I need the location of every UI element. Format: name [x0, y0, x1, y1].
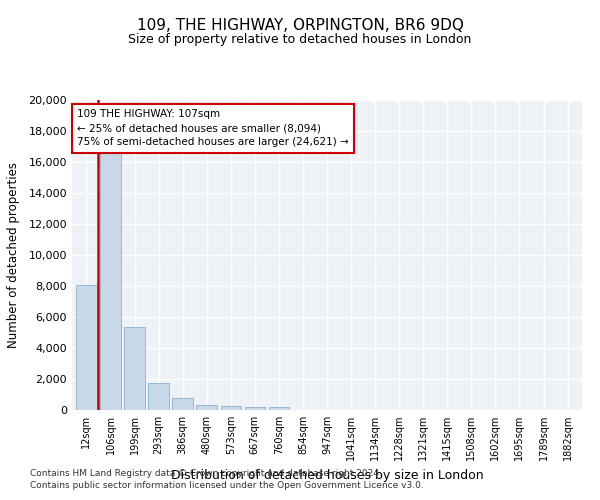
- Text: Contains HM Land Registry data © Crown copyright and database right 2024.: Contains HM Land Registry data © Crown c…: [30, 468, 382, 477]
- Y-axis label: Number of detached properties: Number of detached properties: [7, 162, 20, 348]
- Bar: [124, 327, 145, 410]
- Text: 109 THE HIGHWAY: 107sqm
← 25% of detached houses are smaller (8,094)
75% of semi: 109 THE HIGHWAY: 107sqm ← 25% of detache…: [77, 110, 349, 148]
- Bar: [100, 152, 121, 410]
- Bar: [76, 284, 97, 410]
- Bar: [148, 383, 169, 410]
- X-axis label: Distribution of detached houses by size in London: Distribution of detached houses by size …: [170, 468, 484, 481]
- Bar: [221, 406, 241, 410]
- Bar: [172, 398, 193, 410]
- Text: 109, THE HIGHWAY, ORPINGTON, BR6 9DQ: 109, THE HIGHWAY, ORPINGTON, BR6 9DQ: [137, 18, 463, 32]
- Bar: [196, 404, 217, 410]
- Bar: [269, 407, 289, 410]
- Bar: [245, 406, 265, 410]
- Text: Contains public sector information licensed under the Open Government Licence v3: Contains public sector information licen…: [30, 481, 424, 490]
- Text: Size of property relative to detached houses in London: Size of property relative to detached ho…: [128, 32, 472, 46]
